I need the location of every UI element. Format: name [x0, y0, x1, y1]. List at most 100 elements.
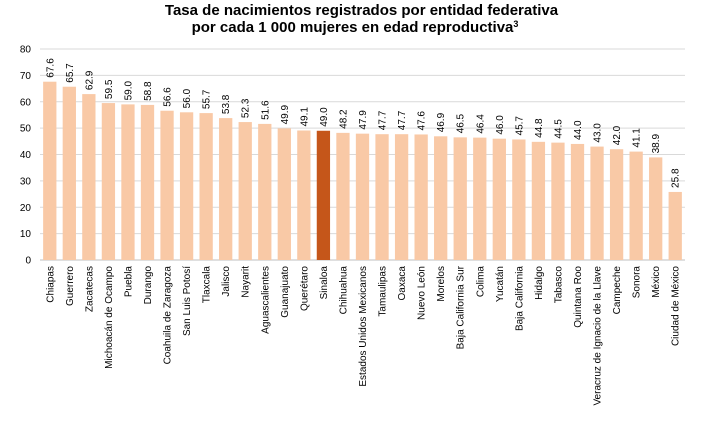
- value-label: 56.0: [182, 88, 193, 108]
- x-tick-label: Sonora: [632, 266, 643, 299]
- x-tick-label: Nuevo León: [417, 266, 428, 320]
- bar: [160, 110, 174, 260]
- value-label: 49.1: [299, 107, 310, 127]
- y-tick-label: 20: [20, 203, 32, 214]
- chart-title-line2-text: por cada 1 000 mujeres en edad reproduct…: [192, 19, 514, 36]
- bar: [238, 122, 252, 260]
- value-label: 38.9: [651, 133, 662, 153]
- y-tick-label: 0: [25, 256, 31, 267]
- chart-title-superscript: 3: [513, 19, 518, 29]
- x-tick-label: Tamaulipas: [378, 266, 389, 317]
- bar: [512, 139, 526, 260]
- x-tick-label: Baja California Sur: [456, 265, 467, 349]
- value-label: 62.9: [84, 70, 95, 90]
- bar: [121, 104, 135, 260]
- x-tick-label: Aguascalientes: [260, 266, 271, 334]
- bar: [531, 141, 546, 260]
- x-tick-label: Veracruz de Ignacio de la Llave: [593, 266, 604, 406]
- value-label: 45.7: [514, 116, 525, 136]
- bar: [551, 142, 565, 260]
- bar: [434, 136, 448, 260]
- x-tick-label: Estados Unidos Mexicanos: [358, 266, 369, 387]
- value-label: 49.9: [280, 104, 291, 124]
- value-label: 44.0: [573, 120, 584, 140]
- bar: [258, 123, 272, 260]
- x-tick-label: Nayarit: [241, 266, 252, 298]
- y-tick-label: 40: [20, 150, 32, 161]
- bar: [590, 146, 604, 260]
- bar: [199, 113, 213, 260]
- bar: [649, 157, 663, 260]
- x-tick-label: Guerrero: [65, 266, 76, 306]
- value-label: 46.0: [495, 115, 506, 135]
- x-tick-label: Tabasco: [553, 266, 564, 304]
- bar: [297, 130, 311, 260]
- x-tick-label: Campeche: [612, 266, 623, 315]
- value-label: 67.6: [45, 58, 56, 78]
- bar: [62, 86, 76, 260]
- x-tick-label: Querétaro: [299, 266, 310, 311]
- x-tick-label: Yucatán: [495, 266, 506, 302]
- bar: [336, 132, 350, 260]
- bar: [414, 134, 428, 260]
- x-tick-label: Durango: [143, 266, 154, 305]
- x-tick-label: Michoacán de Ocampo: [104, 266, 115, 369]
- x-tick-label: Oaxaca: [397, 266, 408, 301]
- value-label: 56.6: [163, 87, 174, 107]
- y-tick-label: 10: [20, 229, 32, 240]
- bar: [375, 134, 389, 260]
- value-label: 65.7: [65, 63, 76, 83]
- bar: [43, 81, 57, 260]
- value-label: 47.6: [417, 111, 428, 131]
- y-tick-label: 30: [20, 176, 32, 187]
- value-label: 44.5: [553, 119, 564, 139]
- value-label: 52.3: [241, 98, 252, 118]
- bar: [609, 149, 624, 260]
- y-tick-label: 50: [20, 124, 32, 135]
- x-axis-labels: Chiapas Guerrero Zacatecas Michoacán de Oca…: [45, 265, 681, 405]
- x-tick-label: Puebla: [123, 266, 134, 298]
- value-label: 46.5: [456, 113, 467, 133]
- x-tick-label: Colima: [475, 266, 486, 298]
- x-tick-label: Quintana Roo: [573, 266, 584, 328]
- value-label: 55.7: [202, 89, 213, 109]
- value-label: 59.5: [104, 79, 115, 99]
- value-label: 44.8: [534, 118, 545, 138]
- value-label: 25.8: [671, 168, 682, 188]
- y-tick-label: 80: [20, 45, 32, 56]
- value-label: 53.8: [221, 94, 232, 114]
- x-tick-label: Baja California: [514, 266, 525, 331]
- x-tick-label: Coahuila de Zaragoza: [163, 266, 174, 365]
- bar: [179, 112, 194, 260]
- y-tick-label: 60: [20, 97, 32, 108]
- y-tick-label: 70: [20, 71, 32, 82]
- bar: [492, 138, 506, 260]
- value-label: 51.6: [260, 100, 271, 120]
- value-labels-layer: 67.6 65.7 62.9 59.5 59.0 58.8 56.6 56.0 55.7 53.8…: [45, 58, 681, 188]
- bar: [473, 137, 487, 260]
- bar: [453, 137, 467, 260]
- bar: [219, 118, 233, 260]
- x-tick-label: México: [651, 266, 662, 298]
- bar: [316, 130, 331, 260]
- x-tick-label: Tlaxcala: [202, 266, 213, 304]
- x-tick-label: Morelos: [436, 266, 447, 302]
- bar: [277, 128, 291, 260]
- x-tick-label: San Luis Potosí: [182, 266, 193, 336]
- value-label: 58.8: [143, 81, 154, 101]
- value-label: 46.4: [475, 114, 486, 134]
- x-tick-label: Chiapas: [45, 266, 56, 303]
- value-label: 41.1: [632, 128, 643, 148]
- value-label: 48.2: [338, 109, 349, 129]
- x-tick-label: Guanajuato: [280, 266, 291, 318]
- bar: [394, 134, 409, 260]
- bar: [570, 143, 585, 260]
- bar: [668, 191, 682, 260]
- x-tick-label: Jalisco: [221, 266, 232, 297]
- value-label: 47.7: [397, 110, 408, 130]
- value-label: 49.0: [319, 107, 330, 127]
- bar: [101, 103, 116, 260]
- value-label: 47.7: [378, 110, 389, 130]
- x-tick-label: Ciudad de México: [671, 266, 682, 346]
- x-tick-label: Hidalgo: [534, 266, 545, 300]
